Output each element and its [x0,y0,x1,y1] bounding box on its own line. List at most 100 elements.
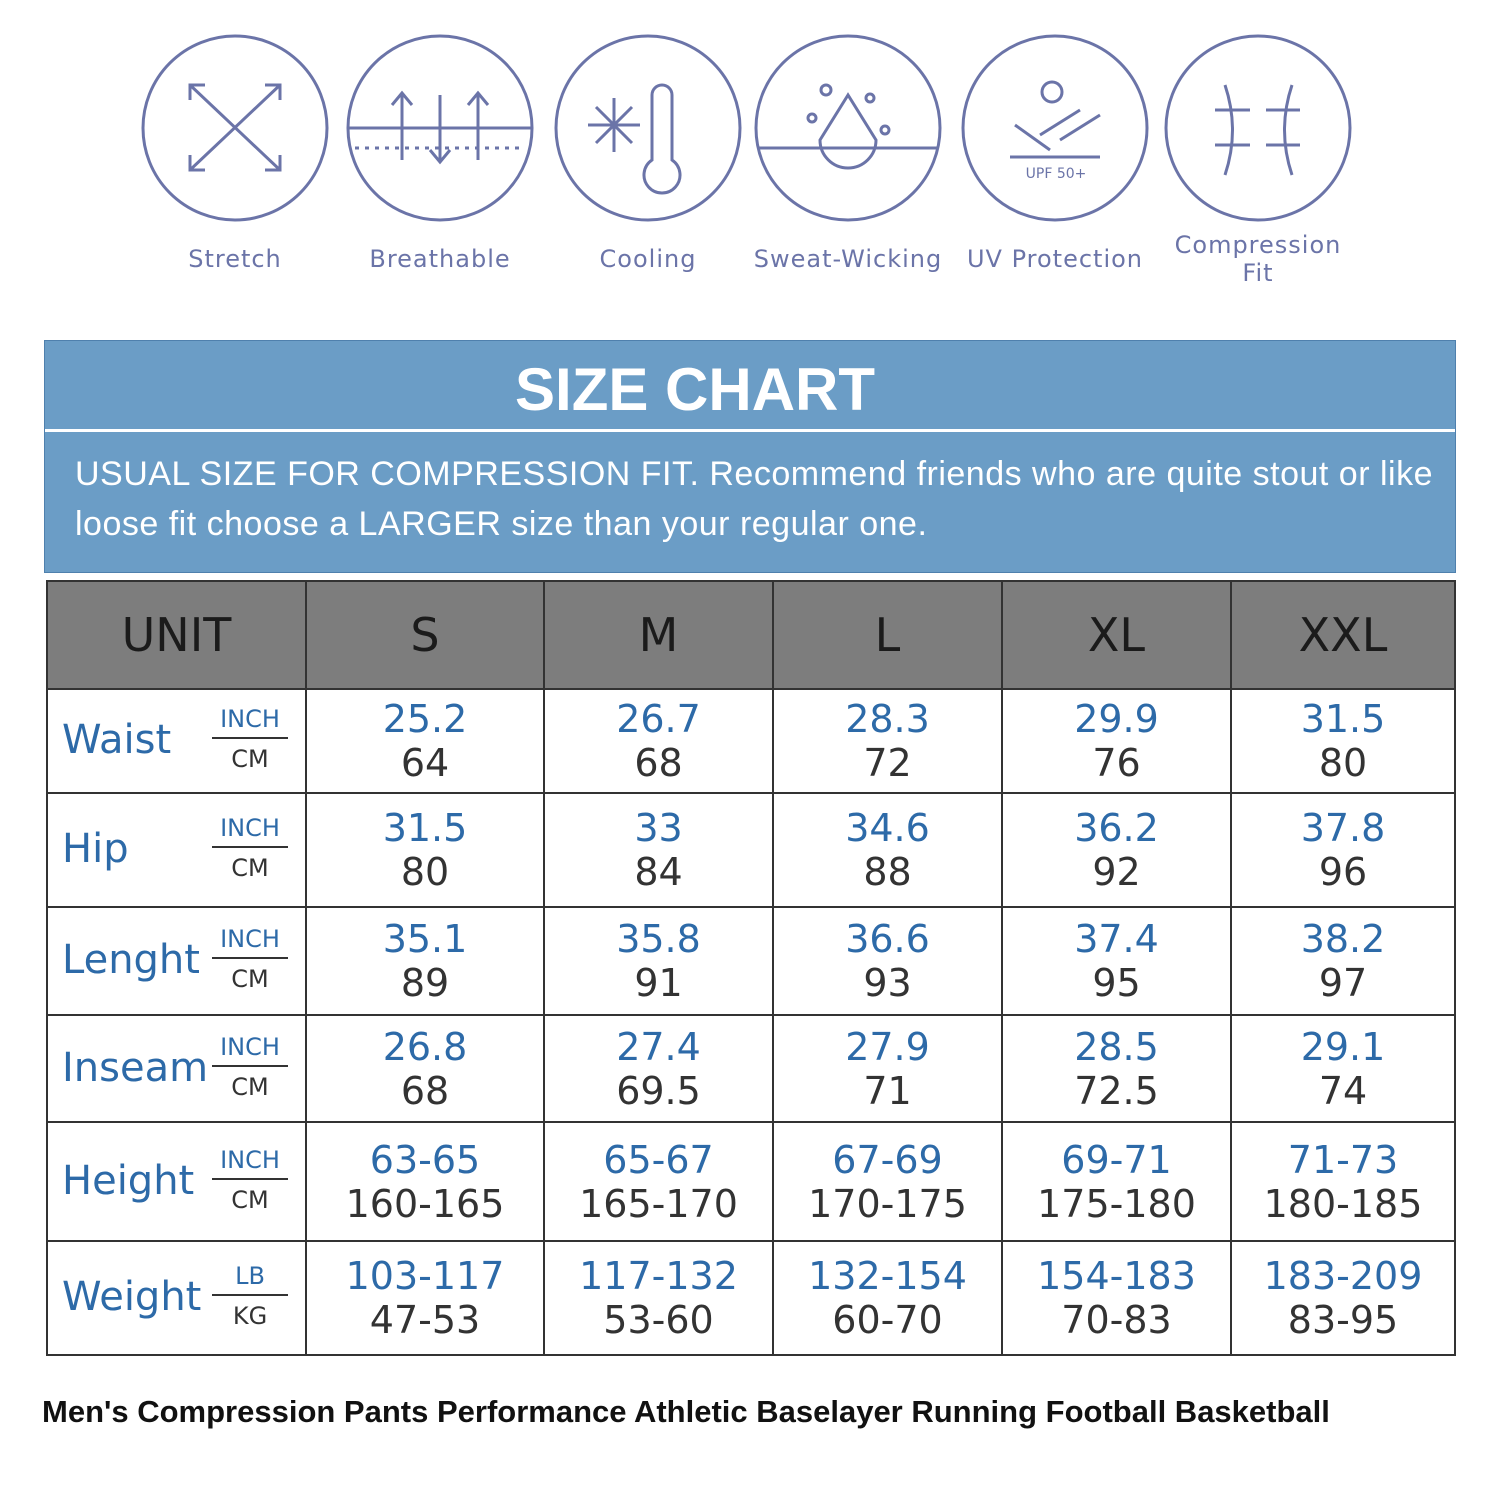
row-label-cell: Lenght INCH CM [46,906,307,1016]
value-imperial: 103-117 [345,1254,505,1298]
feature-label: Breathable [369,245,511,273]
value-cell: 35.8 91 [543,906,774,1016]
value-metric: 170-175 [808,1181,967,1226]
value-metric: 84 [634,850,683,894]
value-cell: 34.6 88 [772,792,1003,908]
value-imperial: 154-183 [1037,1254,1196,1298]
cooling-icon [554,34,742,222]
value-imperial: 183-209 [1263,1254,1423,1298]
header-cell: M [543,580,774,690]
feature-label: UV Protection [966,245,1144,273]
caption: Men's Compression Pants Performance Athl… [42,1394,1330,1429]
header-cell: L [772,580,1003,690]
unit-fraction: INCH CM [212,1033,288,1101]
value-imperial: 71-73 [1287,1137,1399,1182]
value-cell: 27.4 69.5 [543,1014,774,1123]
value-metric: 69.5 [616,1068,701,1113]
value-imperial: 27.9 [845,1024,930,1069]
value-metric: 76 [1092,741,1141,785]
value-cell: 117-132 53-60 [543,1240,774,1356]
value-imperial: 37.8 [1300,806,1386,850]
value-metric: 96 [1318,850,1368,894]
value-metric: 68 [634,741,683,785]
value-metric: 60-70 [832,1298,943,1342]
value-imperial: 29.9 [1074,697,1159,741]
value-cell: 132-154 60-70 [772,1240,1003,1356]
value-metric: 68 [400,1068,450,1113]
unit-top: LB [212,1262,288,1296]
row-label-cell: Hip INCH CM [46,792,307,908]
unit-top: INCH [212,1146,288,1180]
feature-label: Compression Fit [1174,231,1342,287]
value-cell: 28.5 72.5 [1001,1014,1232,1123]
value-cell: 69-71 175-180 [1001,1121,1232,1242]
value-cell: 71-73 180-185 [1230,1121,1456,1242]
value-imperial: 69-71 [1061,1137,1172,1182]
value-metric: 91 [634,961,683,1005]
value-metric: 160-165 [345,1181,505,1226]
value-imperial: 33 [634,806,683,850]
value-imperial: 36.2 [1074,806,1159,850]
unit-fraction: INCH CM [212,814,288,882]
unit-bottom: CM [231,965,269,993]
size-chart-banner: SIZE CHART USUAL SIZE FOR COMPRESSION FI… [44,340,1456,573]
value-cell: 33 84 [543,792,774,908]
value-metric: 175-180 [1037,1181,1196,1226]
unit-bottom: CM [231,1072,269,1101]
unit-top: INCH [212,1033,288,1067]
feature-label: Cooling [599,245,697,273]
unit-fraction: LB KG [212,1262,288,1330]
row-name: Hip [62,826,129,872]
row-name: Inseam [62,1044,209,1091]
value-metric: 53-60 [603,1298,714,1342]
size-note: USUAL SIZE FOR COMPRESSION FIT. Recommen… [75,455,1433,543]
value-imperial: 67-69 [832,1137,943,1182]
value-imperial: 35.8 [616,917,701,961]
row-label-cell: Weight LB KG [46,1240,307,1356]
row-name: Lenght [62,937,200,983]
value-imperial: 28.3 [845,697,930,741]
value-cell: 154-183 70-83 [1001,1240,1232,1356]
row-label-cell: Inseam INCH CM [46,1014,307,1123]
feature-icons: UPF 50+ [141,34,1352,222]
value-metric: 165-170 [579,1181,738,1226]
value-imperial: 26.7 [616,697,701,741]
value-cell: 183-209 83-95 [1230,1240,1456,1356]
value-imperial: 28.5 [1074,1024,1159,1069]
unit-top: INCH [212,925,288,959]
value-cell: 36.6 93 [772,906,1003,1016]
size-chart-title: SIZE CHART [515,356,875,423]
value-cell: 103-117 47-53 [305,1240,545,1356]
row-name: Waist [62,717,172,763]
value-cell: 25.2 64 [305,688,545,794]
divider [45,429,1455,432]
value-cell: 37.4 95 [1001,906,1232,1016]
breathable-icon [346,34,534,222]
compression-fit-icon [1164,34,1352,222]
value-metric: 88 [863,850,912,894]
value-imperial: 38.2 [1300,917,1386,961]
sweat-wicking-icon [754,34,942,222]
value-cell: 31.5 80 [1230,688,1456,794]
value-imperial: 25.2 [382,697,468,741]
unit-bottom: CM [231,1185,269,1214]
unit-top: INCH [212,705,288,739]
value-imperial: 29.1 [1300,1024,1386,1069]
value-imperial: 26.8 [382,1024,468,1069]
unit-bottom: KG [232,1302,268,1330]
value-metric: 71 [863,1068,912,1113]
value-imperial: 35.1 [382,917,468,961]
value-imperial: 27.4 [616,1024,701,1069]
value-cell: 37.8 96 [1230,792,1456,908]
feature-label: Stretch [188,245,282,273]
uv-protection-icon: UPF 50+ [961,34,1149,222]
value-imperial: 36.6 [845,917,930,961]
value-metric: 74 [1318,1068,1368,1113]
value-metric: 72.5 [1074,1068,1159,1113]
value-imperial: 132-154 [808,1254,967,1298]
value-metric: 95 [1092,961,1141,1005]
value-cell: 28.3 72 [772,688,1003,794]
value-cell: 27.9 71 [772,1014,1003,1123]
unit-fraction: INCH CM [212,925,288,993]
